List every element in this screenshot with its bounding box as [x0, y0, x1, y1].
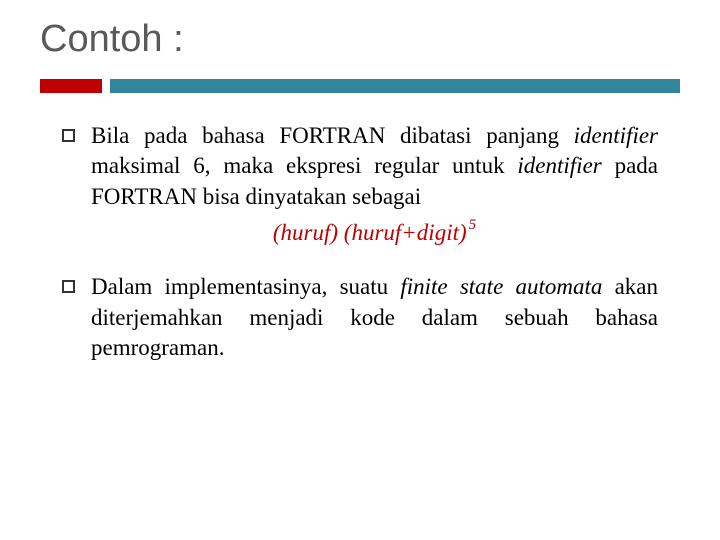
slide-title: Contoh :: [40, 18, 680, 61]
expression-line: (huruf) (huruf+digit)5: [91, 218, 658, 248]
bullet-square-icon: [62, 129, 75, 142]
content-area: Bila pada bahasa FORTRAN dibatasi panjan…: [40, 121, 680, 364]
paragraph-1: Bila pada bahasa FORTRAN dibatasi panjan…: [91, 121, 658, 248]
paragraph-2: Dalam implementasinya, suatu finite stat…: [91, 272, 658, 363]
divider-accent-red: [40, 79, 102, 93]
expression-base: (huruf) (huruf+digit): [273, 220, 467, 245]
italic-run: finite state automata: [400, 274, 602, 299]
text-run: Dalam implementasinya, suatu: [91, 274, 400, 299]
list-item: Dalam implementasinya, suatu finite stat…: [62, 272, 658, 363]
title-divider: [40, 79, 680, 93]
italic-run: identifier: [574, 123, 658, 148]
slide-container: Contoh : Bila pada bahasa FORTRAN dibata…: [0, 0, 720, 540]
text-run: maksimal 6, maka ekspresi regular untuk: [91, 153, 517, 178]
bullet-square-icon: [62, 280, 75, 293]
divider-accent-teal: [110, 79, 680, 93]
text-run: Bila pada bahasa FORTRAN dibatasi panjan…: [91, 123, 574, 148]
expression-text: (huruf) (huruf+digit)5: [273, 218, 476, 248]
expression-superscript: 5: [469, 217, 476, 233]
list-item: Bila pada bahasa FORTRAN dibatasi panjan…: [62, 121, 658, 248]
italic-run: identifier: [517, 153, 601, 178]
